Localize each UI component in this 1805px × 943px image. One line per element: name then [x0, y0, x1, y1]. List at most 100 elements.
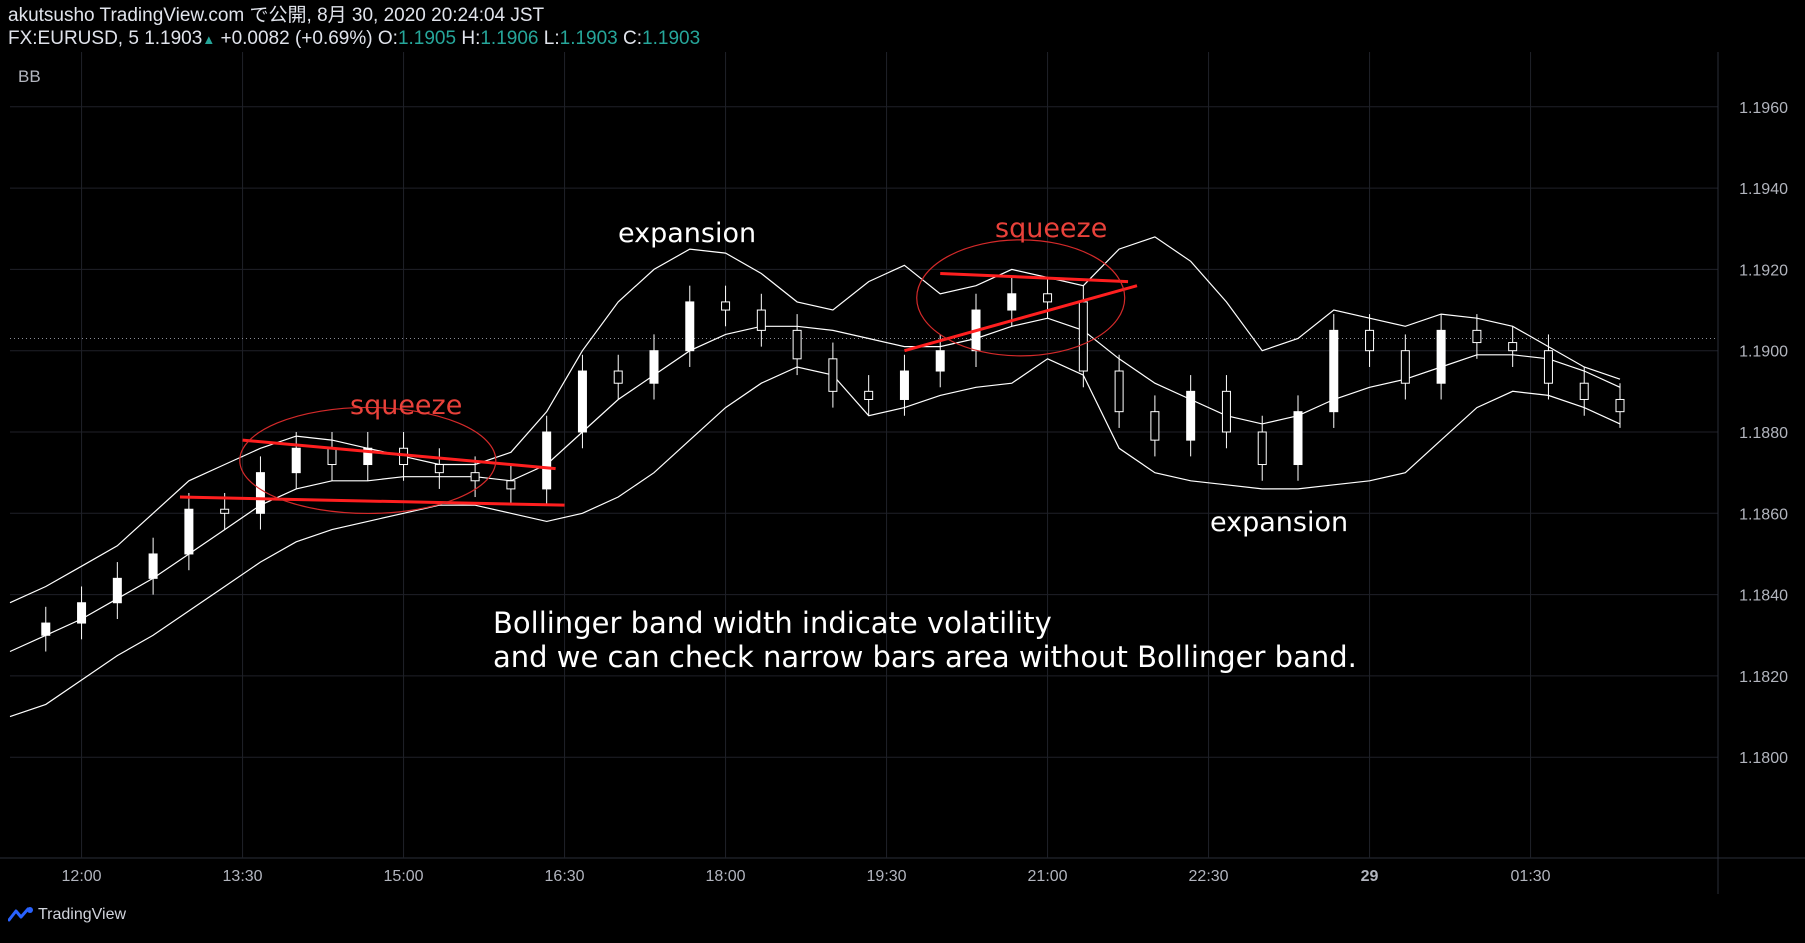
- x-tick-label: 13:30: [223, 868, 263, 885]
- candle-body: [1007, 293, 1017, 311]
- publish-info: akutsusho TradingView.com で公開, 8月 30, 20…: [8, 5, 545, 26]
- candle-body: [1472, 329, 1482, 344]
- candle-body: [577, 370, 587, 433]
- x-tick-label: 01:30: [1511, 868, 1551, 885]
- candle-body: [434, 464, 444, 474]
- close-label: C:: [623, 28, 643, 49]
- lower-band-line: [9, 358, 1621, 718]
- y-tick-label: 1.1920: [1739, 262, 1788, 279]
- indicator-label[interactable]: BB: [18, 67, 41, 86]
- chart-grid: [0, 52, 1805, 894]
- candle-body: [291, 447, 301, 474]
- last-price: 1.1903: [144, 28, 203, 49]
- annotation-text: expansion: [1210, 507, 1348, 538]
- candle-body: [613, 370, 623, 384]
- candle-body: [1150, 411, 1160, 441]
- y-tick-label: 1.1960: [1739, 100, 1788, 117]
- up-triangle-icon: ▲: [202, 32, 216, 47]
- candle-body: [1186, 390, 1196, 441]
- candle-body: [1078, 301, 1088, 372]
- symbol-info-line: FX:EURUSD, 5 1.1903▲ +0.0082 (+0.69%) O:…: [8, 27, 700, 51]
- price-chart[interactable]: BB squeeze expansion squeeze expansion Bolli…: [0, 52, 1805, 902]
- y-tick-label: 1.1860: [1739, 506, 1788, 523]
- annotation-text: expansion: [618, 218, 756, 249]
- candle-body: [1615, 398, 1625, 413]
- price-axis[interactable]: 1.1960 1.1940 1.1920 1.1900 1.1880 1.1860 1.18…: [1739, 100, 1788, 767]
- y-tick-label: 1.1820: [1739, 669, 1788, 686]
- candle-body: [41, 622, 51, 636]
- y-tick-label: 1.1840: [1739, 588, 1788, 605]
- candle-body: [1400, 350, 1410, 384]
- candle-body: [1257, 431, 1267, 466]
- x-tick-label: 18:00: [706, 868, 746, 885]
- symbol-label[interactable]: FX:EURUSD, 5: [8, 28, 139, 49]
- x-tick-label: 22:30: [1189, 868, 1229, 885]
- tradingview-logo-icon: [8, 907, 33, 922]
- candle-body: [1043, 293, 1053, 303]
- candle-body: [112, 577, 122, 604]
- y-tick-label: 1.1900: [1739, 344, 1788, 361]
- x-tick-label: 29: [1361, 868, 1379, 885]
- y-tick-label: 1.1880: [1739, 425, 1788, 442]
- candle-body: [1293, 411, 1303, 466]
- candle-body: [220, 508, 230, 514]
- time-axis[interactable]: 12:00 13:30 15:00 16:30 18:00 19:30 21:00 22:30…: [62, 868, 1551, 885]
- candlesticks: [41, 277, 1625, 652]
- candle-body: [1114, 370, 1124, 413]
- tradingview-logo: TradingView: [8, 906, 126, 924]
- open-label: O:: [377, 28, 398, 49]
- middle-band-line: [9, 317, 1621, 653]
- high-value: 1.1906: [480, 28, 539, 49]
- x-tick-label: 12:00: [62, 868, 102, 885]
- squeeze-highlight-ellipse: [239, 406, 497, 515]
- annotation-text: squeeze: [350, 390, 462, 421]
- chart-header: akutsusho TradingView.com で公開, 8月 30, 20…: [8, 4, 700, 51]
- candle-body: [148, 553, 158, 579]
- candle-body: [935, 350, 945, 372]
- candle-body: [255, 472, 265, 514]
- candle-body: [542, 431, 552, 490]
- candle-body: [327, 447, 337, 466]
- trendline: [179, 495, 565, 507]
- price-change: +0.0082 (+0.69%): [220, 28, 373, 49]
- tradingview-brand: TradingView: [38, 906, 127, 923]
- candle-body: [77, 602, 87, 624]
- candle-body: [1436, 329, 1446, 384]
- x-tick-label: 16:30: [545, 868, 585, 885]
- candle-body: [1365, 329, 1375, 352]
- x-tick-label: 15:00: [384, 868, 424, 885]
- candle-body: [792, 329, 802, 360]
- candle-body: [1543, 350, 1553, 384]
- annotation-text: squeeze: [995, 213, 1107, 244]
- candle-body: [184, 508, 194, 555]
- candle-body: [1508, 342, 1518, 352]
- candle-body: [363, 447, 373, 466]
- candle-body: [1579, 382, 1589, 400]
- close-value: 1.1903: [642, 28, 701, 49]
- low-value: 1.1903: [559, 28, 618, 49]
- candle-body: [649, 350, 659, 384]
- trendline: [940, 271, 1129, 284]
- x-tick-label: 19:30: [867, 868, 907, 885]
- candle-body: [899, 370, 909, 400]
- trendline: [904, 284, 1138, 353]
- candle-body: [828, 358, 838, 392]
- candle-body: [721, 301, 731, 311]
- annotation-text: and we can check narrow bars area withou…: [493, 640, 1357, 674]
- low-label: L:: [543, 28, 560, 49]
- x-tick-label: 21:00: [1028, 868, 1068, 885]
- annotation-texts: squeeze expansion squeeze expansion Bollinge…: [350, 213, 1357, 674]
- candle-body: [864, 390, 874, 400]
- candle-body: [470, 472, 480, 482]
- candle-body: [1329, 329, 1339, 413]
- candle-body: [506, 480, 516, 490]
- high-label: H:: [461, 28, 481, 49]
- candle-body: [756, 309, 766, 331]
- squeeze-highlight-ellipse: [916, 239, 1126, 357]
- annotation-drawings: [179, 239, 1138, 515]
- open-value: 1.1905: [397, 28, 457, 49]
- candle-body: [1221, 390, 1231, 433]
- upper-band-line: [9, 236, 1621, 604]
- trendline: [242, 438, 556, 471]
- y-tick-label: 1.1800: [1739, 750, 1788, 767]
